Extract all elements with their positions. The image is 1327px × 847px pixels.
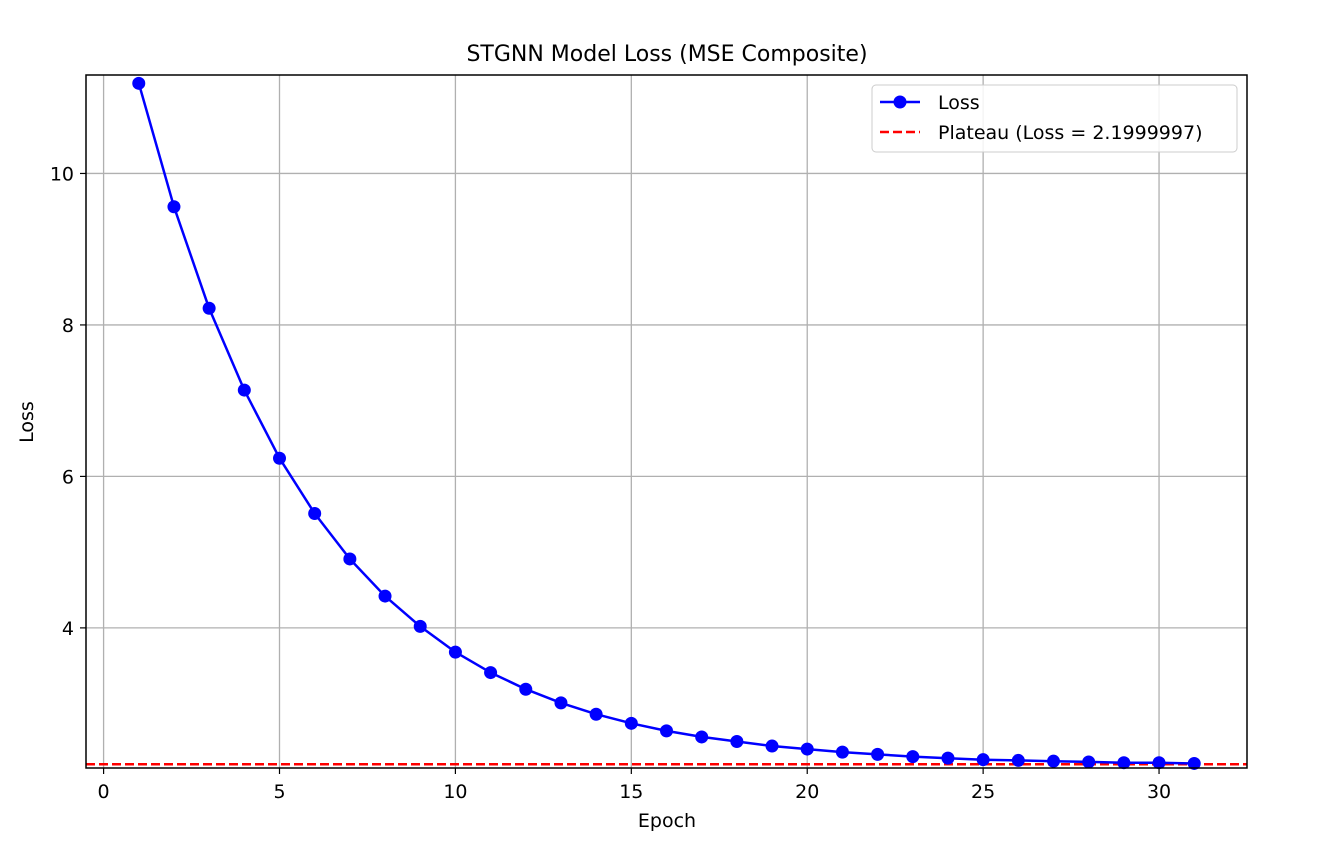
loss-data-point [273,451,286,465]
legend-box [871,84,1238,153]
loss-data-point [624,716,638,730]
y-axis-ticks: 4 6 8 10 [50,163,86,640]
y-tick-label: 4 [62,618,74,640]
loss-data-point [695,730,709,744]
loss-data-point [660,724,673,738]
x-axis-label: Epoch [638,810,696,832]
y-axis-label: Loss [16,401,38,443]
loss-data-point [976,753,990,767]
loss-data-point [589,707,603,721]
loss-data-point [132,76,146,90]
grid-lines [86,75,1247,768]
loss-data-point [1187,756,1201,770]
loss-data-point [835,745,849,759]
loss-data-point [871,747,885,761]
y-tick-label: 8 [62,315,74,337]
loss-data-point [519,682,533,696]
loss-data-point [941,751,955,765]
loss-data-point [554,696,568,710]
loss-data-point [448,645,462,659]
loss-data-point [800,742,814,756]
plot-area [86,76,1247,770]
loss-data-point [413,619,427,633]
loss-data-point [730,734,744,748]
loss-data-point [906,750,920,764]
loss-data-point [1047,754,1060,768]
x-tick-label: 15 [619,781,643,803]
legend-loss-label: Loss [938,92,980,114]
plot-frame [85,74,1248,769]
loss-data-point [378,589,392,603]
x-tick-label: 5 [273,781,285,803]
legend-plateau-label: Plateau (Loss = 2.1999997) [938,122,1203,144]
x-tick-label: 30 [1147,781,1171,803]
x-tick-label: 10 [443,781,467,803]
x-tick-label: 20 [795,781,819,803]
loss-data-point [1152,756,1166,770]
chart-title: STGNN Model Loss (MSE Composite) [466,42,867,67]
loss-data-point [484,666,498,680]
loss-data-point [343,552,357,566]
loss-data-point [237,383,251,397]
loss-data-point [1117,756,1131,770]
loss-data-point [765,739,779,753]
loss-data-point [1011,753,1025,767]
y-tick-label: 10 [50,163,74,185]
x-axis-ticks: 0 5 10 15 20 25 30 [98,768,1171,803]
legend: Loss Plateau (Loss = 2.1999997) [871,84,1238,153]
loss-data-point [308,507,322,521]
loss-data-point [202,301,216,315]
loss-series-line [137,82,1195,765]
loss-data-point [1082,755,1096,769]
legend-loss-marker [893,95,907,109]
x-tick-label: 25 [971,781,995,803]
loss-data-point [167,200,181,214]
x-tick-label: 0 [98,781,110,803]
y-tick-label: 6 [62,466,74,488]
